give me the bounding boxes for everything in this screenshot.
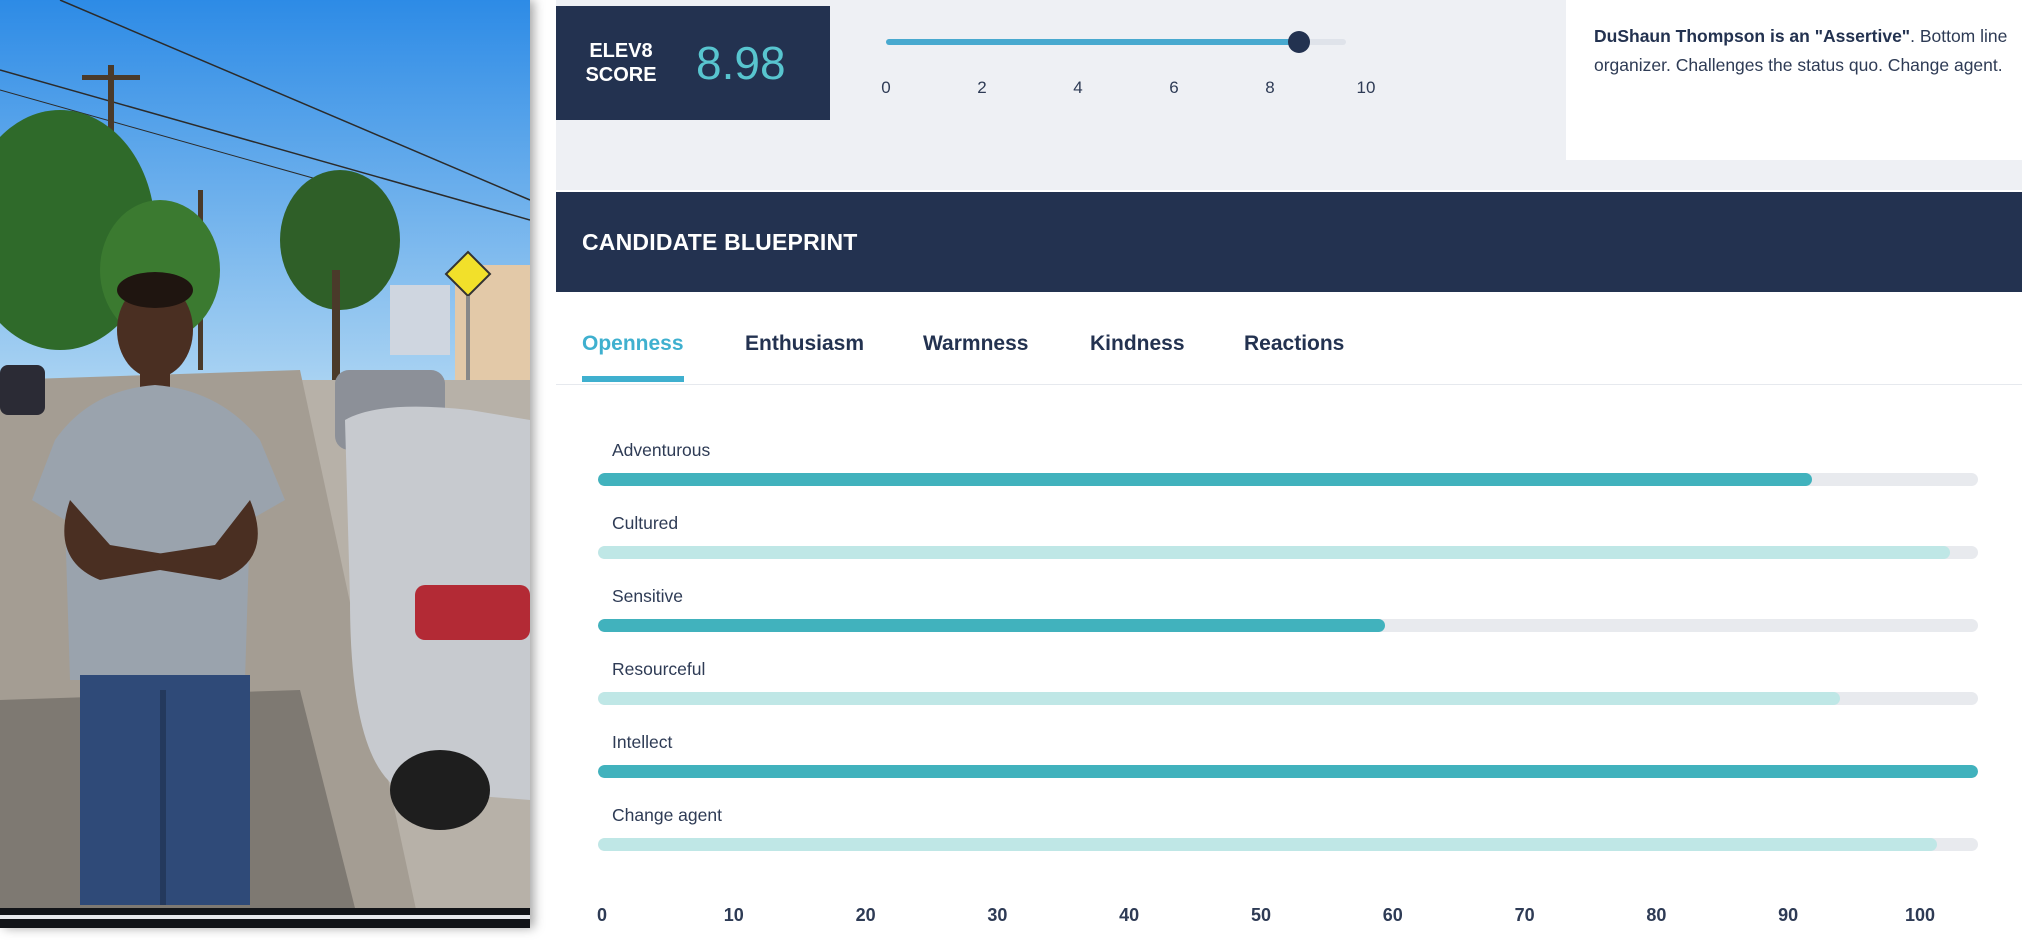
- score-slider-fill: [886, 39, 1300, 45]
- video-frame: [0, 0, 530, 928]
- axis-tick: 80: [1646, 905, 1667, 925]
- blueprint-header: CANDIDATE BLUEPRINT: [556, 192, 2022, 292]
- trait-bar-track: [598, 546, 1978, 559]
- candidate-type-text: DuShaun Thompson is an "Assertive": [1594, 26, 1911, 46]
- axis-tick: 70: [1514, 905, 1535, 925]
- trait-label: Cultured: [612, 513, 679, 533]
- axis-tick: 10: [723, 905, 744, 925]
- trait-bar-fill: [598, 546, 1951, 559]
- score-slider-thumb[interactable]: [1288, 31, 1311, 53]
- score-tick: 4: [1073, 78, 1083, 97]
- score-label: ELEV8 SCORE: [556, 39, 686, 87]
- score-tick: 6: [1169, 78, 1179, 97]
- trait-bar-track: [598, 765, 1978, 778]
- candidate-dashboard: ELEV8 SCORE 8.98 0 2 4 6 8 10 DuShaun Thompso…: [556, 0, 2022, 940]
- axis-tick: 50: [1250, 905, 1272, 925]
- video-progress-bar[interactable]: [0, 908, 530, 928]
- score-slider[interactable]: 0 2 4 6 8 10: [881, 30, 1375, 110]
- trait-bar-fill: [598, 838, 1937, 851]
- trait-row: Resourceful: [556, 649, 2022, 719]
- trait-bar-fill: [598, 765, 1978, 778]
- tab-enthusiasm[interactable]: Enthusiasm: [745, 332, 865, 355]
- personality-description: DuShaun Thompson is an "Assertive". Bott…: [1566, 0, 2022, 160]
- axis-tick: 100: [1904, 905, 1936, 925]
- description-rest: . Bottom line organizer. Challenges the …: [1594, 26, 2008, 75]
- tab-kindness[interactable]: Kindness: [1090, 332, 1185, 355]
- score-label-line1: ELEV8: [589, 40, 653, 62]
- trait-row: Adventurous: [556, 430, 2022, 500]
- axis-tick: 40: [1119, 905, 1140, 925]
- trait-bar-track: [598, 692, 1978, 705]
- trait-label: Sensitive: [612, 586, 684, 606]
- elev8-score-box: ELEV8 SCORE 8.98: [556, 6, 830, 120]
- score-tick: 10: [1356, 78, 1376, 97]
- score-tick: 2: [977, 78, 987, 97]
- trait-bar-fill: [598, 473, 1813, 486]
- trait-axis: 0 10 20 30 40 50 60 70 80 90 100: [556, 905, 2022, 935]
- trait-bar-track: [598, 838, 1978, 851]
- trait-label: Adventurous: [612, 440, 711, 460]
- trait-bar-fill: [598, 692, 1840, 705]
- trait-tabs: Openness Enthusiasm Warmness Kindness Reacti…: [556, 330, 2022, 385]
- trait-label: Resourceful: [612, 659, 706, 679]
- trait-row: Intellect: [556, 722, 2022, 792]
- trait-bar-track: [598, 619, 1978, 632]
- tab-warmness[interactable]: Warmness: [923, 332, 1029, 355]
- trait-label: Change agent: [612, 805, 722, 825]
- score-tick: 0: [881, 78, 891, 97]
- axis-tick: 0: [596, 905, 608, 925]
- description-text: DuShaun Thompson is an "Assertive". Bott…: [1566, 0, 2022, 80]
- score-value: 8.98: [696, 37, 786, 89]
- score-tick: 8: [1265, 78, 1275, 97]
- trait-row: Change agent: [556, 795, 2022, 865]
- trait-bar-track: [598, 473, 1978, 486]
- blueprint-title: CANDIDATE BLUEPRINT: [582, 228, 858, 255]
- trait-row: Cultured: [556, 503, 2022, 573]
- axis-tick: 60: [1382, 905, 1403, 925]
- tab-openness[interactable]: Openness: [582, 330, 684, 382]
- trait-row: Sensitive: [556, 576, 2022, 646]
- score-label-line2: SCORE: [585, 64, 657, 86]
- video-progress-track[interactable]: [0, 915, 530, 919]
- trait-bars: Adventurous Cultured Sensitive Resourceful I…: [556, 430, 2022, 870]
- video-panel[interactable]: [0, 0, 530, 928]
- tab-reactions[interactable]: Reactions: [1244, 332, 1345, 355]
- trait-bar-fill: [598, 619, 1385, 632]
- trait-label: Intellect: [612, 732, 673, 752]
- axis-tick: 30: [987, 905, 1008, 925]
- axis-tick: 90: [1778, 905, 1799, 925]
- axis-tick: 20: [855, 905, 876, 925]
